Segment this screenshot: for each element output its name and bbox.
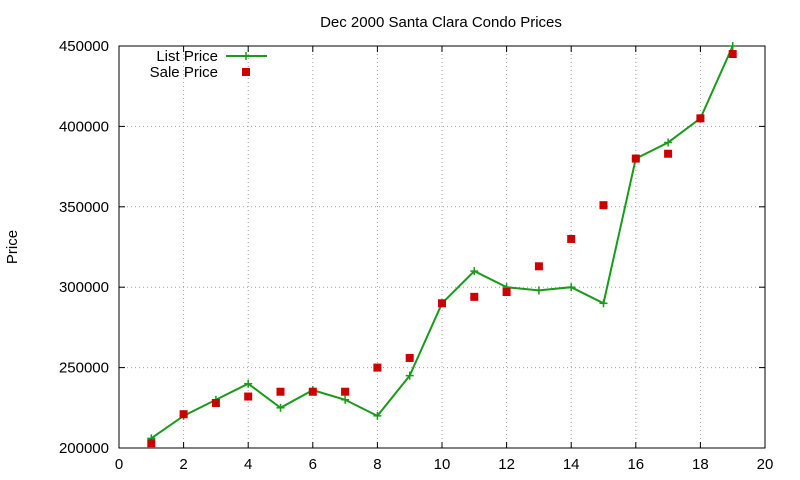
series-1 (147, 50, 737, 448)
x-tick-label: 18 (692, 456, 709, 473)
x-tick-label: 0 (115, 456, 123, 473)
data-point (599, 201, 608, 210)
data-point (276, 387, 285, 396)
y-tick-label: 350000 (59, 199, 109, 216)
legend-label: Sale Price (150, 64, 218, 81)
data-point (341, 395, 350, 404)
y-tick-label: 300000 (59, 279, 109, 296)
legend-marker (242, 68, 250, 76)
data-point (470, 267, 479, 276)
y-tick-label: 450000 (59, 38, 109, 55)
data-point (728, 50, 737, 59)
data-point (244, 392, 253, 401)
y-tick-label: 400000 (59, 118, 109, 135)
axes: 0 2 4 6 8 10 12 14 16 18 20 200000 250000 300000 35000… (59, 38, 773, 473)
series-layer (147, 42, 737, 448)
data-point (502, 288, 511, 297)
y-axis-label: Price (4, 230, 21, 264)
x-tick-label: 16 (627, 456, 644, 473)
data-point (147, 439, 156, 448)
data-point (534, 262, 543, 271)
data-point (373, 411, 382, 420)
x-tick-label: 2 (179, 456, 187, 473)
chart-title: Dec 2000 Santa Clara Condo Prices (320, 14, 562, 31)
data-point (599, 299, 608, 308)
legend-marker (242, 52, 250, 60)
data-point (211, 398, 220, 407)
x-tick-label: 12 (498, 456, 515, 473)
data-point (664, 149, 673, 158)
data-point (341, 387, 350, 396)
data-point (276, 403, 285, 412)
data-point (567, 234, 576, 243)
x-tick-label: 6 (309, 456, 317, 473)
data-point (567, 283, 576, 292)
x-tick-label: 14 (563, 456, 580, 473)
x-tick-label: 4 (244, 456, 252, 473)
data-point (728, 42, 737, 50)
x-tick-label: 10 (434, 456, 451, 473)
data-point (696, 114, 705, 123)
y-tick-label: 250000 (59, 360, 109, 377)
data-point (405, 371, 414, 380)
data-point (470, 292, 479, 301)
data-point (373, 363, 382, 372)
data-point (631, 154, 640, 163)
data-point (244, 379, 253, 388)
data-point (438, 299, 446, 308)
data-point (179, 410, 188, 419)
grid (119, 46, 765, 448)
data-point (405, 353, 414, 362)
data-point (308, 387, 317, 396)
data-point (664, 138, 673, 147)
x-tick-label: 8 (373, 456, 381, 473)
y-tick-label: 200000 (59, 440, 109, 457)
data-point (534, 286, 543, 295)
x-tick-label: 20 (757, 456, 774, 473)
legend-label: List Price (156, 48, 218, 65)
